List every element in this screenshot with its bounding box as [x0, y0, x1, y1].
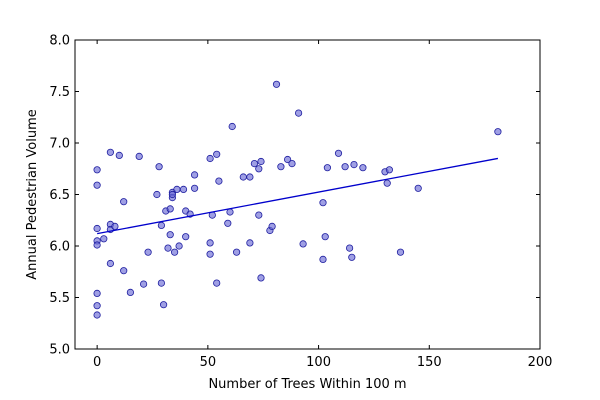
y-tick-label: 8.0: [49, 34, 70, 49]
data-point: [341, 163, 349, 171]
data-point: [115, 151, 123, 159]
data-point: [288, 160, 296, 168]
data-point: [111, 222, 119, 230]
data-point: [348, 253, 356, 261]
data-point: [257, 157, 265, 166]
data-point: [168, 190, 176, 199]
data-point: [233, 248, 241, 256]
data-point: [215, 177, 223, 185]
y-tick-label: 5.0: [49, 343, 70, 358]
data-point: [182, 233, 190, 241]
data-point: [206, 250, 214, 258]
data-point: [135, 152, 143, 160]
data-point: [323, 164, 331, 172]
data-point: [153, 190, 161, 199]
data-point: [268, 222, 276, 230]
data-point: [93, 311, 101, 319]
x-axis-label: Number of Trees Within 100 m: [208, 377, 406, 392]
data-point: [414, 184, 422, 192]
data-point: [166, 205, 174, 213]
data-point: [255, 165, 263, 173]
data-point: [206, 239, 214, 247]
data-point: [157, 279, 165, 287]
ticks-layer: 0 50 100 150 200 5.0 5.5 6.0 6.5 7.0 7.5 8.0: [49, 34, 552, 371]
x-tick-label: 100: [306, 355, 331, 370]
data-point: [160, 301, 168, 309]
data-point: [93, 181, 101, 189]
x-tick-label: 200: [528, 355, 553, 370]
data-point: [334, 149, 343, 157]
data-point: [155, 163, 163, 171]
data-point: [191, 184, 199, 192]
data-point: [272, 80, 281, 88]
data-point: [319, 199, 327, 207]
data-point: [239, 173, 247, 181]
data-point: [213, 279, 221, 287]
data-point: [385, 166, 393, 174]
trend-line: [97, 157, 499, 235]
data-point: [283, 155, 292, 164]
points-layer: [93, 80, 502, 319]
data-point: [191, 171, 199, 179]
data-point: [144, 248, 152, 256]
data-point: [299, 240, 307, 248]
data-point: [321, 233, 329, 241]
data-point: [246, 173, 254, 181]
data-point: [175, 242, 183, 250]
data-point: [213, 150, 221, 158]
data-point: [359, 164, 367, 172]
x-tick-label: 150: [417, 355, 442, 370]
data-point: [106, 148, 115, 156]
data-point: [345, 244, 354, 252]
data-point: [396, 248, 405, 256]
data-point: [93, 224, 101, 233]
data-point: [93, 289, 101, 297]
data-point: [257, 274, 265, 282]
y-tick-label: 7.0: [49, 137, 70, 152]
data-point: [246, 239, 254, 247]
data-point: [93, 241, 101, 249]
data-point: [171, 248, 179, 256]
data-point: [255, 211, 263, 219]
data-point: [173, 185, 181, 193]
y-tick-label: 5.5: [49, 291, 70, 306]
x-tick-label: 0: [93, 355, 101, 370]
data-point: [250, 160, 258, 168]
data-point: [228, 122, 236, 131]
y-tick-label: 7.5: [49, 85, 70, 100]
data-point: [294, 109, 303, 117]
data-point: [120, 267, 128, 275]
data-point: [383, 179, 391, 187]
data-point: [120, 198, 128, 206]
data-point: [277, 163, 285, 171]
data-point: [164, 244, 172, 252]
data-point: [100, 235, 108, 243]
y-tick-label: 6.0: [49, 240, 70, 255]
data-point: [224, 219, 232, 227]
data-point: [494, 128, 502, 136]
y-axis-label: Annual Pedestrian Volume: [25, 109, 40, 279]
data-point: [157, 221, 165, 229]
data-point: [106, 259, 115, 268]
data-point: [93, 302, 101, 310]
data-point: [93, 166, 101, 174]
y-tick-label: 6.5: [49, 188, 70, 203]
plot-frame: [74, 39, 541, 350]
data-point: [206, 154, 214, 163]
x-tick-label: 50: [200, 355, 217, 370]
data-point: [179, 185, 188, 193]
data-point: [350, 161, 358, 169]
data-point: [140, 280, 148, 288]
data-point: [166, 231, 174, 239]
data-point: [126, 288, 134, 296]
data-point: [319, 255, 327, 263]
